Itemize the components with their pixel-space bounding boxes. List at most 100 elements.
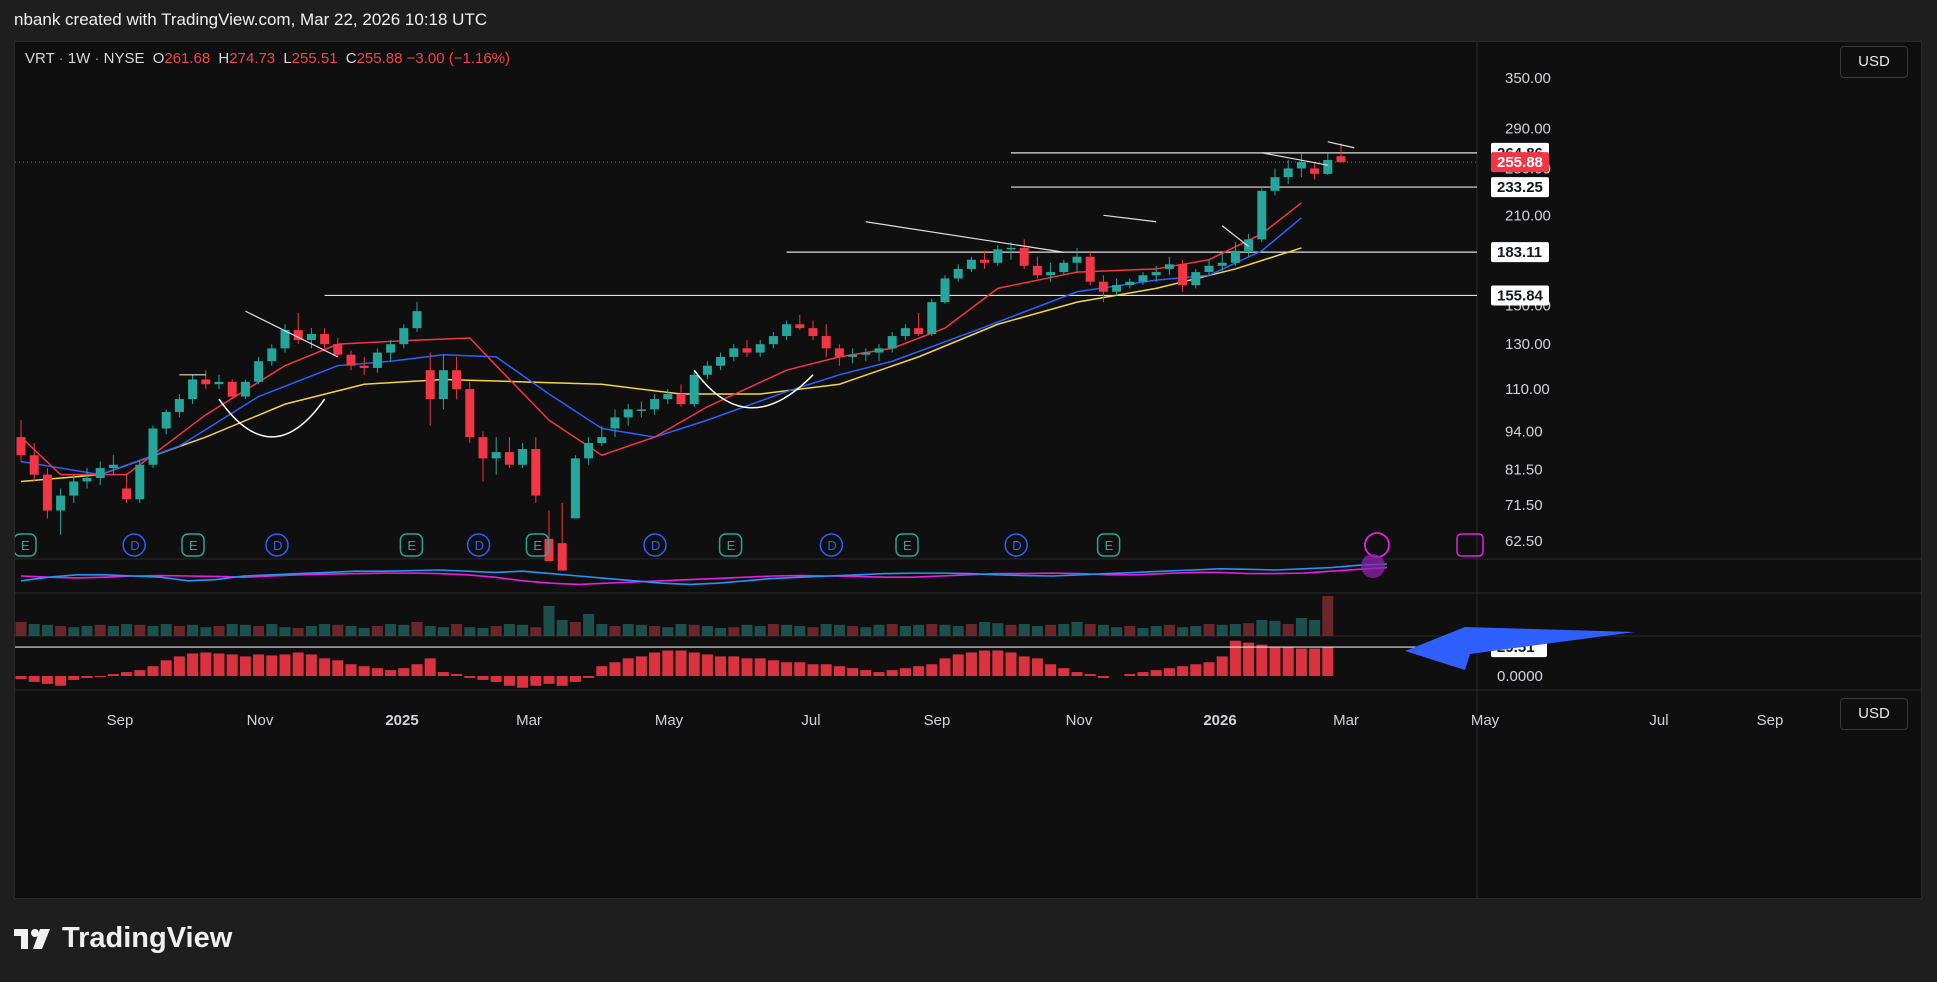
candle-body <box>729 348 739 357</box>
legend-open-label: O <box>152 50 165 67</box>
currency-button-sub[interactable]: USD <box>1840 698 1908 730</box>
oscillator-bar <box>556 676 568 686</box>
legend-interval[interactable]: 1W <box>67 50 91 67</box>
candle-body <box>1244 239 1254 251</box>
volume-bar <box>701 626 713 636</box>
oscillator-bar <box>820 664 832 676</box>
x-tick-label: May <box>655 712 684 729</box>
candle-body <box>69 481 79 496</box>
candle-body <box>95 468 105 479</box>
tradingview-logo-icon <box>14 928 50 949</box>
volume-bar <box>134 624 146 636</box>
volume-bar <box>411 622 423 636</box>
candle-body <box>966 259 976 269</box>
oscillator-bar <box>1163 668 1175 676</box>
cup-arc <box>218 398 326 438</box>
volume-bar <box>68 627 80 636</box>
volume-bar <box>1045 624 1057 636</box>
volume-bar <box>622 624 634 636</box>
oscillator-bar <box>213 653 225 676</box>
volume-bar <box>279 627 291 636</box>
oscillator-bar <box>173 656 185 676</box>
tradingview-logo-text: TradingView <box>62 922 233 954</box>
price-chart-svg[interactable]: 350.00290.00250.00210.00183.11150.00130.… <box>15 42 1921 898</box>
event-marker-label: E <box>189 538 198 553</box>
oscillator-bar <box>609 662 621 676</box>
volume-bar <box>1124 626 1136 636</box>
volume-bar <box>464 627 476 636</box>
y-tick-label: 94.00 <box>1505 423 1543 440</box>
oscillator-bar <box>424 658 436 676</box>
chart-panel[interactable]: VRT · 1W · NYSE O261.68 H274.73 L255.51 … <box>14 41 1922 899</box>
volume-bar <box>913 624 925 636</box>
candle-body <box>980 259 990 263</box>
candle-body <box>742 348 752 353</box>
candle-body <box>1032 265 1042 276</box>
volume-bar <box>94 624 106 636</box>
volume-bar <box>187 624 199 636</box>
oscillator-bar <box>1243 642 1255 676</box>
oscillator-bar <box>767 660 779 676</box>
volume-bar <box>55 626 67 636</box>
legend-dot: · <box>58 50 68 67</box>
oscillator-bar <box>477 676 489 680</box>
volume-bar <box>1243 623 1255 636</box>
price-label-text: 155.84 <box>1497 287 1544 304</box>
candle-body <box>267 348 277 362</box>
candle-body <box>1098 281 1108 292</box>
volume-bar <box>649 626 661 636</box>
volume-bar <box>1282 624 1294 636</box>
x-tick-label: Jul <box>801 712 820 729</box>
earnings-marker <box>718 533 743 557</box>
volume-bar <box>583 614 595 636</box>
candle-body <box>1006 247 1016 250</box>
volume-bar <box>213 626 225 636</box>
candle-body <box>1217 262 1227 266</box>
arrow-annotation <box>1405 627 1635 670</box>
volume-bar <box>688 624 700 636</box>
volume-bar <box>1111 627 1123 636</box>
volume-bar <box>781 624 793 636</box>
oscillator-bar <box>1295 648 1307 676</box>
oscillator-bar <box>622 658 634 676</box>
volume-bar <box>530 627 542 636</box>
oscillator-bar <box>715 656 727 676</box>
candle-body <box>1283 168 1293 178</box>
tradingview-logo[interactable]: TradingView <box>14 922 232 955</box>
candle-body <box>372 352 382 368</box>
candle-body <box>795 324 805 329</box>
volume-bar <box>437 627 449 636</box>
legend-symbol[interactable]: VRT <box>25 50 55 67</box>
oscillator-bar <box>569 676 581 682</box>
volume-bar <box>939 624 951 636</box>
oscillator-bar <box>1018 656 1030 676</box>
candle-body <box>702 365 712 375</box>
x-tick-label: Sep <box>1757 712 1784 729</box>
volume-bar <box>556 620 568 636</box>
candle-body <box>663 394 673 400</box>
currency-button-main[interactable]: USD <box>1840 46 1908 78</box>
oscillator-bar <box>1150 670 1162 676</box>
candle-body <box>320 334 330 345</box>
candle-body <box>201 379 211 385</box>
price-label-box <box>1491 285 1549 306</box>
earnings-marker <box>181 533 205 557</box>
upcoming-earnings-icon <box>1456 533 1484 557</box>
oscillator-bar <box>741 658 753 676</box>
oscillator-bar <box>688 652 700 676</box>
candle-body <box>491 452 501 459</box>
oscillator-bar <box>1071 672 1083 676</box>
candle-body <box>293 330 303 341</box>
earnings-marker <box>399 533 424 557</box>
trend-line <box>245 310 339 358</box>
oscillator-bar <box>41 676 53 684</box>
candle-body <box>1296 162 1306 169</box>
volume-bar <box>767 624 779 636</box>
volume-bar <box>847 626 859 636</box>
price-label-text: 183.11 <box>1497 244 1542 261</box>
candle-body <box>161 412 171 429</box>
oscillator-bar <box>1137 672 1149 676</box>
oscillator-bar <box>1045 664 1057 676</box>
oscillator-bar <box>635 656 647 676</box>
oscillator-bar <box>649 652 661 676</box>
